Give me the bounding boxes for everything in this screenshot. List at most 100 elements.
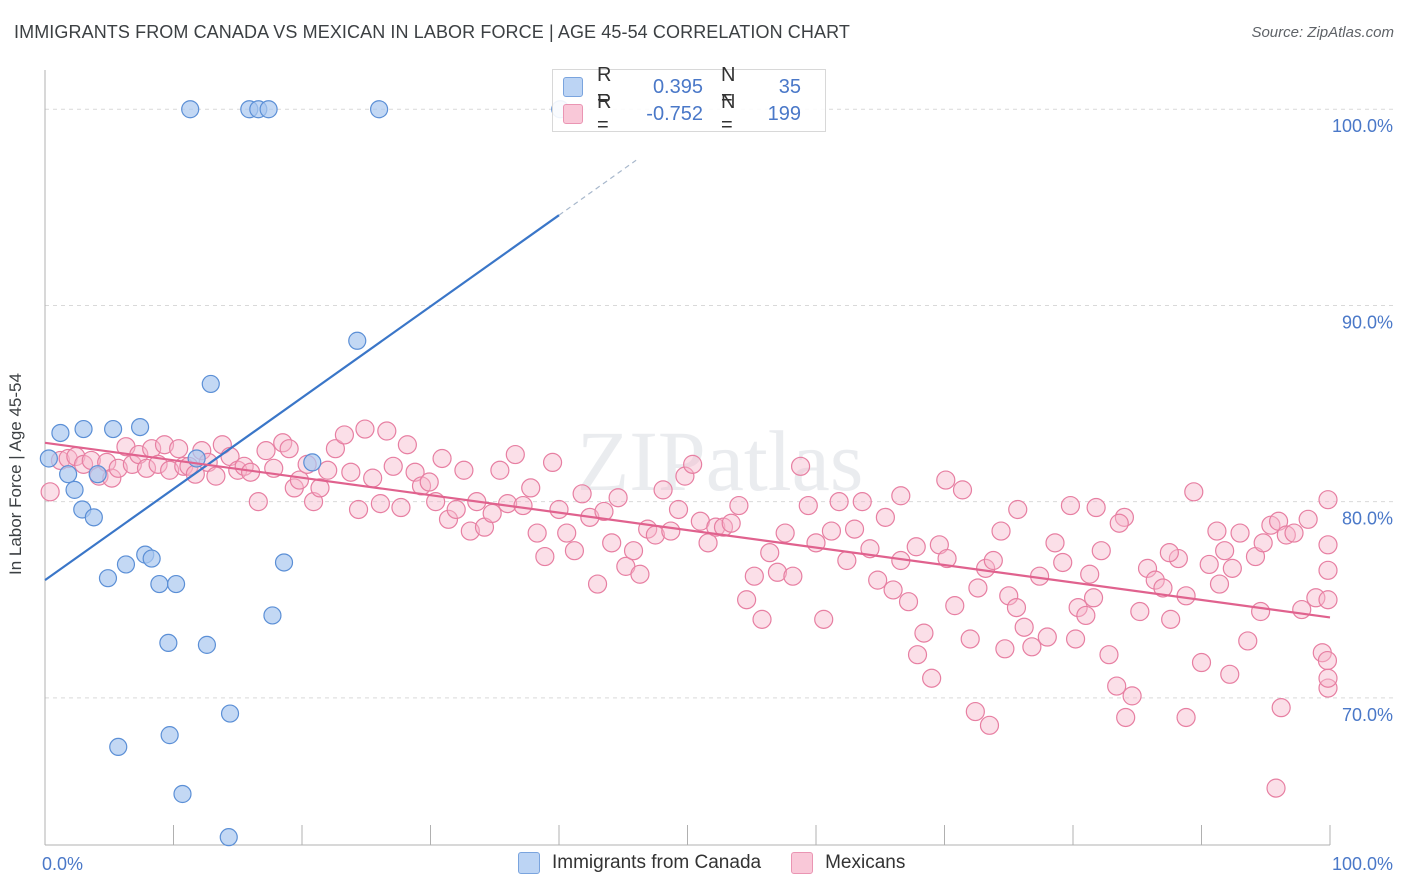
mexicans-point	[630, 564, 650, 584]
x-tick-label: 100.0%	[1332, 854, 1393, 874]
mexicans-point	[852, 492, 872, 512]
mexicans-point	[814, 609, 834, 629]
mexicans-point	[1222, 558, 1242, 578]
y-tick-label: 100.0%	[1332, 116, 1393, 136]
mexicans-point	[1114, 507, 1135, 527]
canada-point	[159, 633, 178, 653]
mexicans-point	[1215, 541, 1235, 561]
mexicans-point	[1318, 678, 1338, 698]
mexicans-point	[1068, 597, 1088, 618]
mexicans-point	[1318, 590, 1338, 610]
mexicans-point	[594, 501, 614, 522]
mexicans-point	[1318, 668, 1338, 688]
mexicans-point	[1107, 676, 1127, 696]
mexicans-point	[1130, 601, 1150, 622]
mexicans-point	[1276, 525, 1296, 545]
mexicans-point	[1045, 533, 1065, 553]
mexicans-point	[454, 460, 474, 480]
mexicans-point	[1220, 664, 1240, 684]
mexicans-point	[587, 574, 608, 594]
mexicans-point	[1284, 523, 1304, 543]
mexicans-point	[653, 480, 673, 500]
mexicans-point	[391, 497, 411, 518]
legend-n-label: N =	[721, 91, 736, 136]
mexicans-point	[1083, 588, 1104, 608]
canada-point	[166, 574, 186, 594]
grid-lines	[45, 108, 1395, 699]
mexicans-point	[729, 495, 749, 516]
legend-r-label: R =	[597, 91, 612, 136]
canada-point	[74, 419, 93, 439]
mexicans-point	[535, 546, 555, 567]
canada-point	[348, 331, 367, 350]
mexicans-point	[1099, 645, 1119, 665]
mexicans-point	[936, 470, 956, 490]
mexicans-point	[490, 460, 510, 480]
x-tick-label: 0.0%	[42, 854, 83, 874]
mexicans-point	[325, 439, 346, 459]
mexicans-point	[875, 507, 895, 527]
mexicans-point	[482, 503, 502, 524]
mexicans-point	[1014, 617, 1034, 637]
legend-row-canada: R = 0.395 N = 35	[563, 64, 801, 109]
mexicans-point	[937, 548, 957, 569]
legend-r-value: -0.752	[646, 102, 703, 125]
mexicans-point	[370, 494, 390, 514]
canada-point	[65, 480, 84, 499]
source-label: Source: ZipAtlas.com	[1251, 24, 1394, 41]
mexicans-point	[1238, 631, 1258, 651]
mexicans-point	[965, 701, 985, 722]
mexicans-point	[1318, 535, 1338, 555]
mexicans-point	[968, 578, 988, 598]
mexicans-point	[907, 645, 928, 665]
mexicans-point	[1122, 686, 1142, 706]
mexicans-point	[683, 454, 703, 474]
canada-point	[59, 465, 78, 484]
mexicans-point	[136, 458, 157, 478]
mexicans-point	[706, 517, 726, 537]
mexicans-point	[1086, 497, 1106, 518]
legend-n-label: N =	[721, 64, 736, 109]
mexicans-point	[521, 478, 541, 498]
legend-swatch-blue	[518, 852, 540, 874]
mexicans-point	[1199, 554, 1219, 575]
canada-point	[84, 508, 103, 527]
mexicans-point	[355, 419, 375, 439]
mexicans-point	[1091, 541, 1111, 561]
canada-point	[219, 828, 238, 847]
mexicans-point	[169, 439, 189, 459]
mexicans-point	[318, 460, 338, 480]
canada-point	[39, 449, 58, 468]
y-tick-label: 90.0%	[1342, 312, 1393, 332]
canada-point	[197, 635, 217, 654]
mexicans-point	[1053, 552, 1073, 573]
mexicans-point	[1271, 698, 1291, 718]
canada-point	[150, 574, 169, 594]
canada-trend-extension	[558, 159, 637, 216]
mexicans-point	[256, 441, 276, 461]
mexicans-point	[572, 484, 592, 504]
mexicans-point	[419, 472, 439, 492]
y-tick-label: 80.0%	[1342, 509, 1393, 529]
mexicans-point	[1176, 586, 1196, 606]
canada-point	[130, 417, 150, 437]
mexicans-point	[108, 458, 128, 478]
mexicans-point	[1159, 543, 1179, 563]
legend-item-canada[interactable]: Immigrants from Canada	[518, 852, 761, 874]
mexicans-point	[952, 480, 973, 500]
mexicans-point	[289, 470, 310, 490]
mexicans-point	[160, 460, 180, 480]
mexicans-point	[821, 521, 842, 541]
mexicans-point	[1037, 627, 1057, 647]
mexicans-point	[383, 456, 403, 476]
canada-point	[220, 704, 240, 723]
series-legend: Immigrants from Canada Mexicans	[518, 852, 935, 874]
legend-item-mexicans[interactable]: Mexicans	[791, 852, 905, 874]
mexicans-point	[668, 499, 689, 520]
mexicans-point	[721, 513, 741, 533]
mexicans-point	[883, 580, 903, 600]
mexicans-point	[549, 499, 569, 520]
mexicans-point	[914, 623, 934, 643]
mexicans-point	[752, 609, 772, 629]
